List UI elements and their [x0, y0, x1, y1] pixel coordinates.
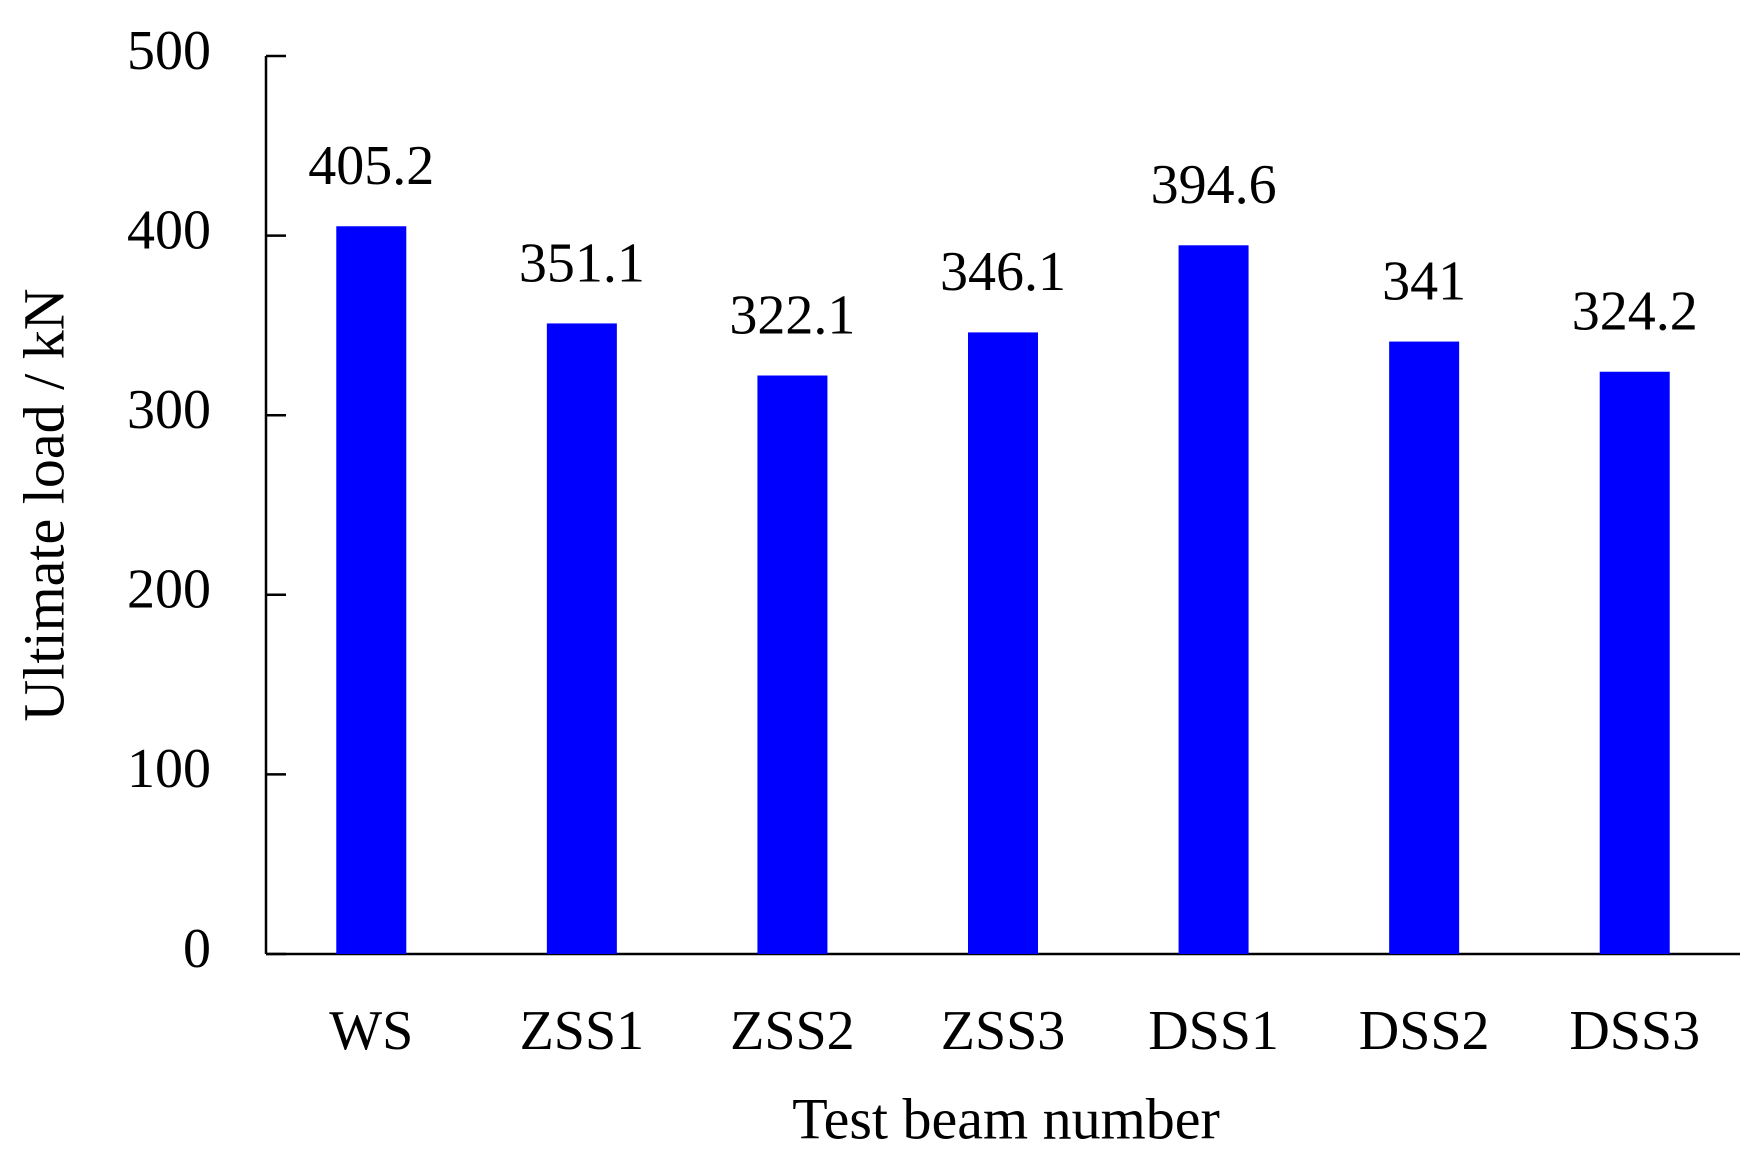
bar [1389, 341, 1460, 955]
x-tick-label: ZSS1 [520, 1000, 645, 1062]
bar [1178, 245, 1249, 954]
bar [336, 226, 407, 954]
x-tick-label: DSS1 [1148, 1000, 1279, 1062]
bar [757, 375, 828, 954]
y-tick-label: 0 [183, 918, 211, 980]
y-tick-label: 500 [127, 20, 211, 82]
x-tick-label: ZSS2 [730, 1000, 855, 1062]
y-tick-label: 100 [127, 738, 211, 800]
data-label: 322.1 [729, 284, 855, 346]
data-label: 405.2 [308, 135, 434, 197]
x-tick-label: WS [329, 1000, 413, 1062]
x-tick-label: DSS3 [1569, 1000, 1700, 1062]
y-tick-label: 200 [127, 559, 211, 621]
x-tick-label: ZSS3 [941, 1000, 1066, 1062]
bar [968, 332, 1038, 954]
bar [1599, 371, 1670, 954]
y-tick-label: 300 [127, 379, 211, 441]
y-tick-label: 400 [127, 199, 211, 261]
data-label: 394.6 [1151, 154, 1277, 216]
y-axis-title: Ultimate load / kN [11, 288, 76, 721]
x-tick-label: DSS2 [1359, 1000, 1490, 1062]
bar [546, 323, 617, 954]
data-label: 324.2 [1572, 281, 1698, 343]
x-axis-title: Test beam number [792, 1086, 1220, 1151]
data-label: 351.1 [519, 232, 645, 294]
data-label: 341 [1382, 250, 1466, 312]
data-label: 346.1 [940, 241, 1066, 303]
